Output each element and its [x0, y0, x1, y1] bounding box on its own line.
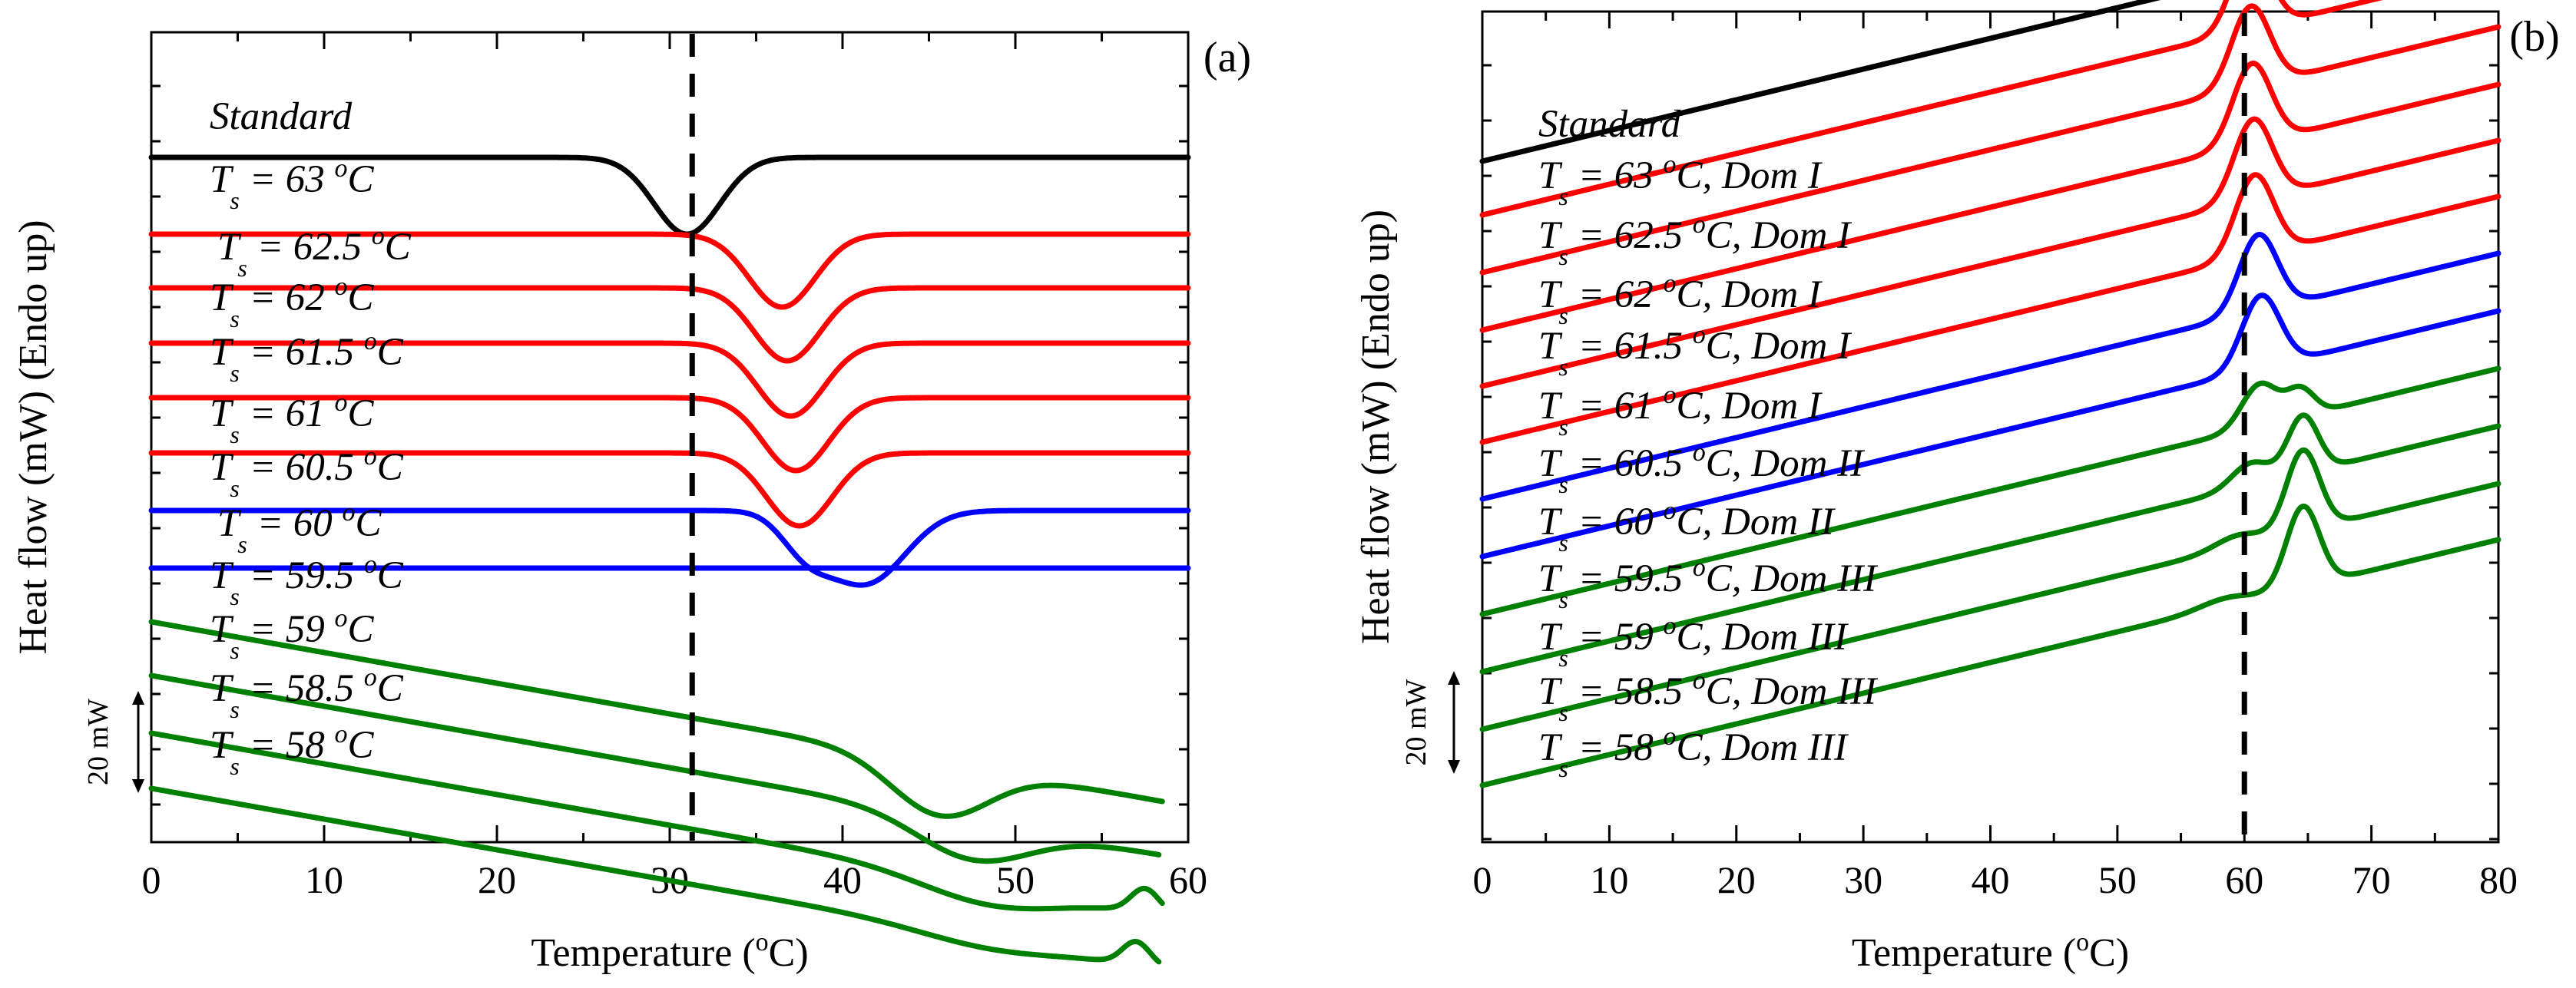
trace-label: Ts = 58 oC, Dom III: [1538, 722, 1849, 782]
x-tick-label: 40: [1972, 858, 2010, 901]
scale-arrow-down-icon: [132, 779, 144, 793]
x-tick-label: 40: [823, 858, 862, 901]
trace-label: Ts = 63 oC, Dom I: [1538, 150, 1823, 210]
series-line: [1479, 412, 2502, 675]
x-axis-title: Temperature (oC): [1852, 928, 2129, 975]
scale-bar-label: 20 mW: [82, 699, 114, 785]
scale-arrow-down-icon: [1448, 760, 1460, 774]
scale-arrow-up-icon: [1448, 671, 1460, 685]
series-line: [148, 231, 1191, 310]
plot-frame: [150, 31, 1190, 844]
series-line: [1479, 231, 2502, 502]
trace-label: Ts = 59 oC, Dom III: [1538, 612, 1849, 672]
trace-label: Ts = 60 oC, Dom II: [1538, 497, 1836, 557]
series-line: [1479, 0, 2383, 218]
x-tick-label: 70: [2353, 858, 2391, 901]
trace-label: Ts = 60.5 oC: [210, 442, 404, 502]
trace-label: Ts = 61 oC: [210, 388, 375, 448]
x-tick-label: 50: [996, 858, 1035, 901]
trace-label: Ts = 59.5 oC, Dom III: [1538, 553, 1878, 613]
series-line: [148, 450, 1191, 529]
x-tick-label: 60: [1169, 858, 1207, 901]
series-line: [1479, 503, 2502, 788]
x-axis-title: Temperature (oC): [531, 928, 808, 975]
x-tick-label: 10: [305, 858, 343, 901]
x-tick-label: 0: [142, 858, 161, 901]
y-axis-title: Heat flow (mW) (Endo up): [1354, 210, 1398, 644]
trace-label: Ts = 63 oC: [210, 154, 375, 214]
series-line: [148, 619, 1165, 819]
trace-label: Ts = 58.5 oC: [210, 663, 404, 723]
x-tick-label: 20: [478, 858, 516, 901]
trace-label: Ts = 62.5 oC: [217, 222, 412, 282]
trace-label: Ts = 60 oC: [217, 498, 382, 558]
series-line: [148, 730, 1165, 912]
series-line: [148, 340, 1191, 419]
trace-label: Ts = 61 oC, Dom I: [1538, 381, 1823, 441]
y-axis-title: Heat flow (mW) (Endo up): [12, 220, 55, 654]
trace-label: Ts = 61.5 oC: [210, 327, 404, 387]
x-tick-label: 80: [2479, 858, 2518, 901]
series-line: [1479, 3, 2502, 276]
trace-label: Standard: [210, 95, 353, 138]
series-line: [1479, 172, 2502, 445]
x-tick-label: 0: [1473, 858, 1492, 901]
scale-arrow-up-icon: [132, 691, 144, 705]
trace-label: Ts = 61.5 oC, Dom I: [1538, 321, 1852, 381]
series-line: [1479, 0, 2161, 164]
series-line: [148, 785, 1162, 965]
scale-bar-label: 20 mW: [1400, 679, 1432, 765]
trace-label: Ts = 62 oC, Dom I: [1538, 269, 1823, 329]
series-line: [1479, 365, 2502, 617]
series-line: [1479, 447, 2502, 732]
panel-label: (a): [1204, 34, 1251, 81]
series-line: [1479, 116, 2502, 389]
trace-label: Ts = 62.5 oC, Dom I: [1538, 210, 1852, 270]
x-tick-label: 60: [2225, 858, 2263, 901]
series-line: [1479, 60, 2502, 333]
trace-label: Ts = 59 oC: [210, 604, 375, 664]
series-line: [148, 395, 1191, 474]
trace-label: Standard: [1538, 103, 1681, 146]
x-tick-label: 20: [1717, 858, 1756, 901]
series-line: [1479, 292, 2502, 560]
trace-label: Ts = 60.5 oC, Dom II: [1538, 438, 1865, 498]
x-tick-label: 10: [1590, 858, 1628, 901]
panel-label: (b): [2509, 13, 2559, 61]
series-line: [148, 507, 1191, 588]
x-tick-label: 30: [1844, 858, 1882, 901]
x-tick-label: 50: [2098, 858, 2137, 901]
series-line: [148, 154, 1191, 237]
trace-label: Ts = 62 oC: [210, 273, 375, 332]
series-line: [148, 285, 1191, 364]
series-line: [148, 672, 1162, 864]
trace-label: Ts = 58 oC: [210, 720, 375, 780]
trace-label: Ts = 58.5 oC, Dom III: [1538, 666, 1878, 726]
trace-label: Ts = 59.5 oC: [210, 550, 404, 610]
